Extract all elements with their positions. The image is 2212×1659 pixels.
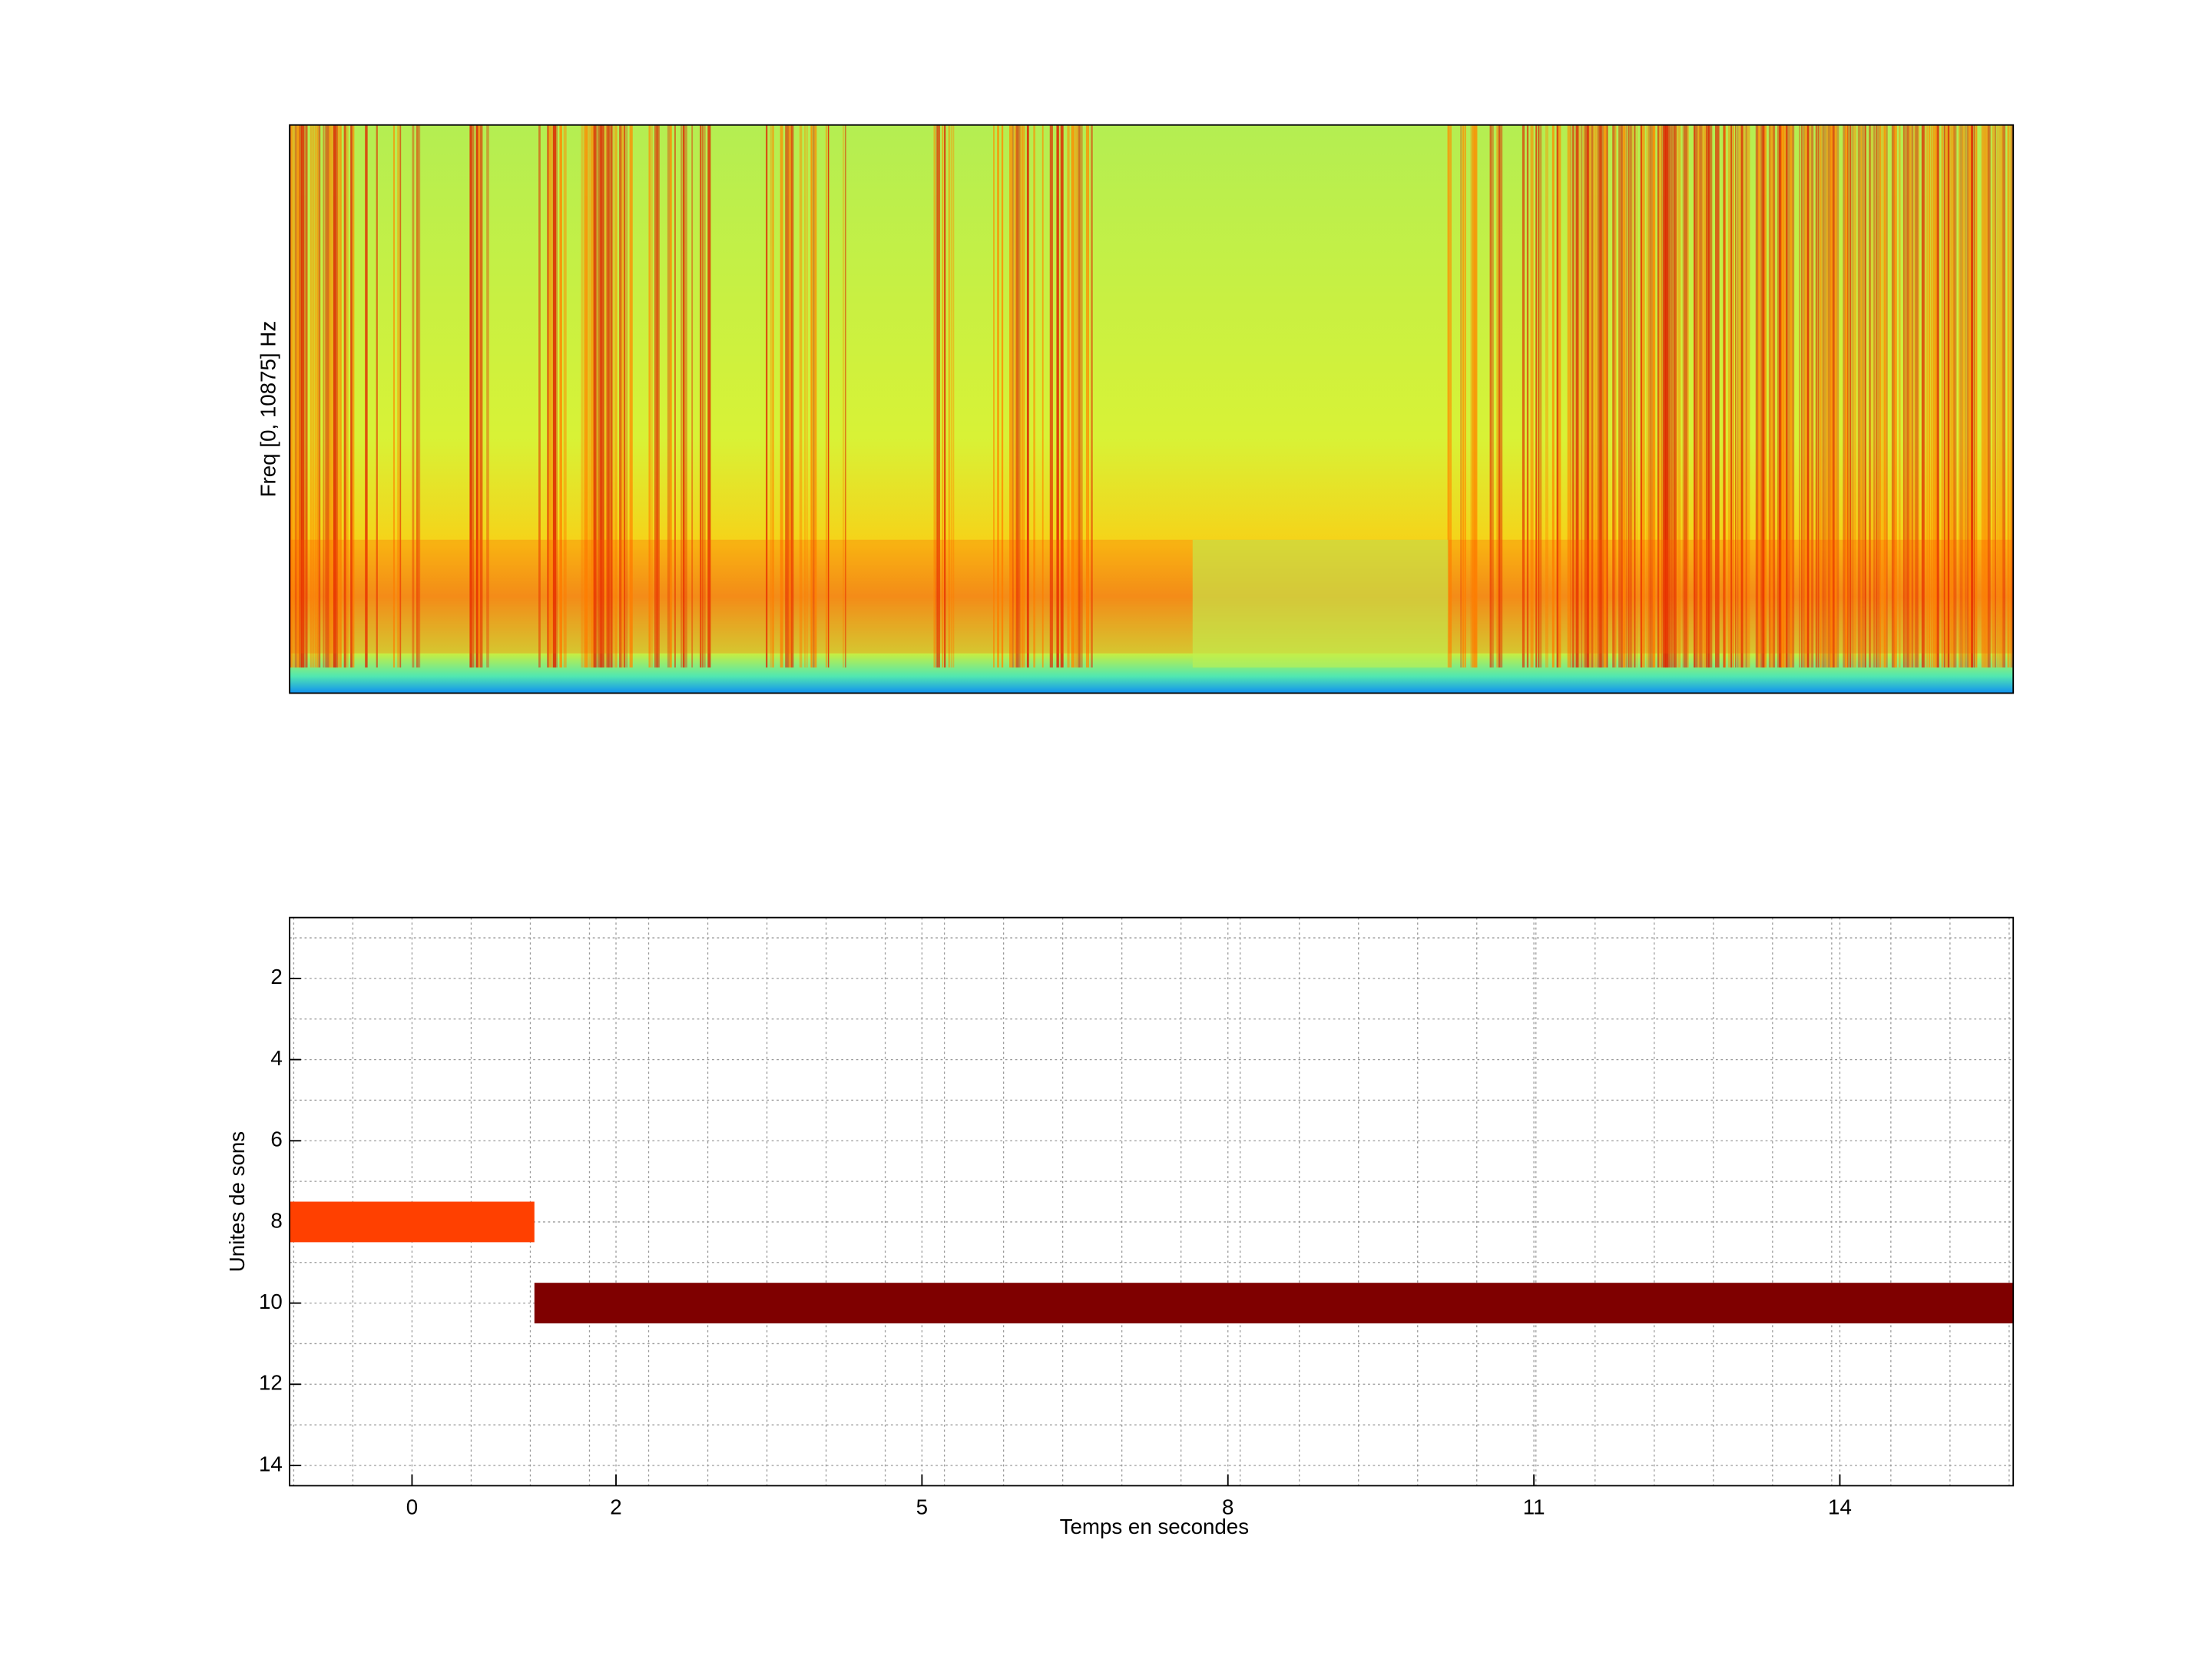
- segment-bar: [534, 1283, 2014, 1324]
- y-tick-label: 10: [259, 1290, 283, 1313]
- y-tick-label: 12: [259, 1371, 283, 1395]
- segment-bar: [290, 1201, 535, 1243]
- x-tick-label: 0: [406, 1495, 418, 1518]
- x-axis-label: Temps en secondes: [1060, 1515, 1249, 1538]
- y-axis-label: Freq [0, 10875] Hz: [257, 321, 280, 498]
- x-tick-label: 2: [610, 1495, 621, 1518]
- x-tick-label: 14: [1828, 1495, 1852, 1518]
- timeline-panel: 0 2 5 8 11 14 2 4 6 8 10 12 14 Temps en secondes Unite…: [225, 916, 2015, 1538]
- y-tick-label: 6: [270, 1128, 282, 1151]
- y-tick-label: 8: [270, 1208, 282, 1232]
- x-tick-label: 11: [1523, 1495, 1545, 1518]
- y-tick-label: 14: [259, 1452, 283, 1475]
- axes-frame: [289, 916, 2015, 1487]
- x-tick-label: 8: [1222, 1495, 1233, 1518]
- spectrogram-background: [290, 124, 2014, 694]
- y-axis-label: Unites de sons: [225, 1131, 249, 1272]
- y-tick-label: 2: [270, 965, 282, 988]
- y-tick-label: 4: [270, 1046, 282, 1070]
- axes-frame: [289, 124, 2015, 694]
- x-tick-label: 5: [916, 1495, 928, 1518]
- spectrogram-texture: [290, 124, 2014, 668]
- texture-band: [290, 539, 2014, 654]
- texture-band: [1192, 539, 1449, 668]
- spectrogram-panel: Freq [0, 10875] Hz: [257, 124, 2015, 694]
